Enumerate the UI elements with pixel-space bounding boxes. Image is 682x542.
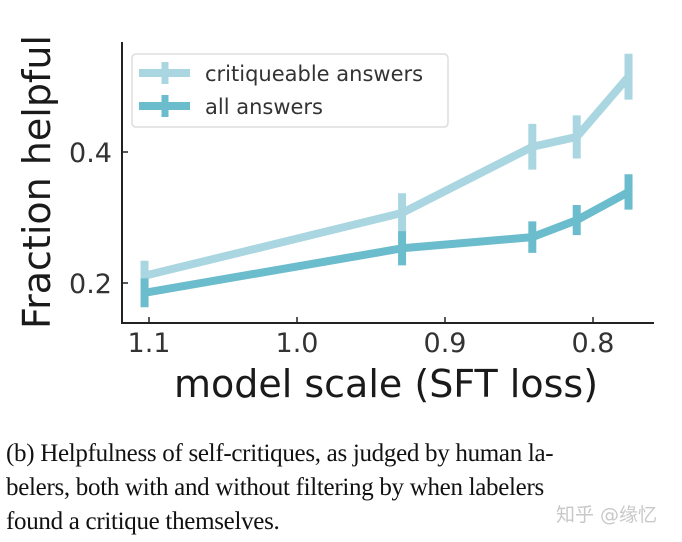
x-tick-label: 1.0: [276, 328, 319, 359]
x-tick-label: 0.8: [572, 328, 615, 359]
legend-label: all answers: [205, 95, 323, 119]
caption-line: belers, both with and without filtering …: [6, 474, 544, 501]
caption-line: found a critique themselves.: [6, 508, 280, 535]
axes: [121, 42, 654, 324]
y-axis-label: Fraction helpful: [15, 35, 59, 329]
data-series: [140, 53, 633, 308]
legend-box: [131, 53, 449, 128]
x-tick-label: 0.9: [424, 328, 467, 359]
y-ticks: 0.2 0.4: [69, 138, 128, 300]
legend: critiqueable answers all answers: [131, 53, 449, 128]
line-chart: 1.1 1.0 0.9 0.8 0.2 0.4 critiqueable answers…: [15, 35, 654, 406]
x-ticks: 1.1 1.0 0.9 0.8: [128, 317, 615, 359]
x-tick-label: 1.1: [128, 328, 171, 359]
y-tick-label: 0.2: [69, 269, 112, 300]
caption-line: (b) Helpfulness of self-critiques, as ju…: [6, 440, 554, 467]
x-axis-label: model scale (SFT loss): [174, 362, 598, 406]
figure-caption: (b) Helpfulness of self-critiques, as ju…: [6, 437, 674, 539]
y-tick-label: 0.4: [69, 138, 112, 169]
watermark: 知乎 @缘忆: [556, 504, 658, 526]
legend-label: critiqueable answers: [205, 62, 423, 86]
series-all-answers: [140, 174, 633, 308]
series-line: [143, 188, 631, 297]
